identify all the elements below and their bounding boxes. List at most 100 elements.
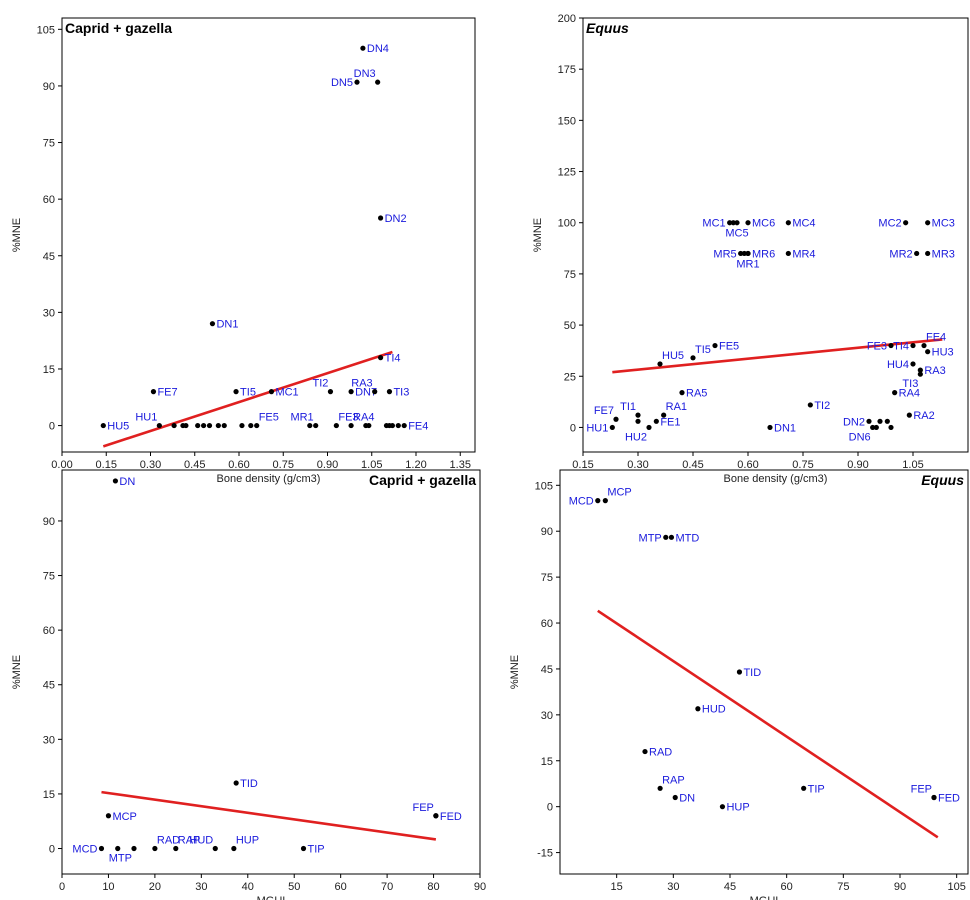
x-axis-label: MGUI: [750, 895, 779, 900]
point-label: DN7: [355, 387, 377, 399]
data-point: [801, 785, 807, 791]
y-tick-label: 15: [541, 756, 553, 768]
point-label: FEP: [412, 802, 433, 814]
x-axis-label: Bone density (g/cm3): [217, 473, 321, 485]
data-point: [354, 79, 360, 85]
data-point: [215, 422, 221, 429]
data-point: [736, 669, 743, 675]
data-point: [98, 845, 105, 852]
data-point: [925, 250, 931, 257]
y-tick-label: 60: [43, 625, 55, 637]
data-point: [401, 422, 407, 429]
x-tick-label: 70: [381, 881, 393, 893]
data-point: [672, 794, 678, 801]
data-point: [884, 418, 890, 424]
data-point: [372, 389, 378, 395]
x-tick-label: 90: [894, 881, 906, 893]
data-point: [300, 845, 307, 852]
point-label: TI2: [313, 378, 329, 390]
point-label: HUP: [236, 835, 259, 847]
x-tick-label: 105: [947, 881, 965, 893]
data-point: [745, 220, 751, 226]
data-point: [695, 706, 701, 712]
point-label: DN2: [385, 213, 407, 225]
x-tick-label: 30: [195, 881, 207, 893]
data-point: [378, 215, 384, 221]
x-tick-label: 0.00: [51, 459, 72, 471]
data-point: [389, 422, 395, 429]
trend-line: [612, 338, 943, 374]
x-tick-label: 0.15: [572, 459, 593, 471]
y-tick-label: 60: [43, 194, 55, 206]
data-point: [917, 371, 923, 377]
x-tick-label: 0.90: [847, 459, 868, 471]
y-tick-label: 90: [541, 526, 553, 538]
data-point: [910, 361, 916, 367]
x-tick-label: 0.75: [792, 459, 813, 471]
data-point: [233, 780, 239, 786]
data-point: [613, 416, 619, 422]
point-label: TI2: [814, 400, 830, 412]
y-tick-label: 75: [43, 571, 55, 583]
point-label: TI4: [893, 341, 909, 353]
data-point: [131, 845, 137, 852]
x-tick-label: 75: [837, 881, 849, 893]
y-axis-label: %MNE: [11, 655, 23, 689]
point-label: TI5: [695, 344, 711, 356]
data-point: [653, 418, 659, 424]
point-label: MTD: [675, 532, 699, 544]
data-point: [231, 845, 237, 852]
point-label: MC1: [702, 218, 725, 230]
y-tick-label: 0: [49, 844, 55, 856]
x-tick-label: 45: [724, 881, 736, 893]
point-label: TIP: [808, 783, 825, 795]
point-label: HUD: [702, 704, 726, 716]
y-axis-label: %MNE: [11, 218, 23, 252]
x-tick-label: 1.35: [450, 459, 471, 471]
y-tick-label: 45: [43, 251, 55, 263]
point-label: FED: [938, 792, 960, 804]
data-point: [807, 402, 813, 408]
point-label: DN2: [843, 416, 865, 428]
y-tick-label: -15: [537, 848, 553, 860]
point-label: RAD: [649, 747, 672, 759]
data-point: [635, 412, 641, 418]
data-point: [378, 355, 384, 361]
data-point: [870, 424, 876, 431]
point-label: MR5: [713, 248, 736, 260]
x-tick-label: 20: [149, 881, 161, 893]
data-point: [173, 845, 179, 852]
data-point: [433, 813, 439, 819]
point-label: MCD: [72, 844, 97, 856]
point-label: DN6: [849, 431, 871, 443]
data-point: [866, 418, 872, 424]
point-label: MCP: [607, 487, 631, 499]
data-point: [917, 367, 923, 373]
data-point: [209, 321, 216, 327]
point-label: HU4: [887, 359, 909, 371]
y-tick-label: 15: [43, 789, 55, 801]
chart-panel-3: 0 10 20 30 40 50 60 70 80 90 0 15 30 45 60 75 90 MGUI %MNE…: [11, 469, 486, 900]
x-tick-label: 15: [611, 881, 623, 893]
point-label: MR1: [290, 412, 313, 424]
point-label: FE1: [660, 416, 680, 428]
y-tick-label: 75: [541, 572, 553, 584]
data-point: [206, 422, 213, 429]
x-tick-label: 0.45: [682, 459, 703, 471]
point-label: MC4: [792, 218, 815, 230]
point-label: RAP: [178, 835, 201, 847]
point-label: FE7: [157, 387, 177, 399]
data-point: [663, 534, 669, 540]
data-point: [395, 422, 401, 429]
y-axis-label: %MNE: [509, 655, 521, 689]
point-label: DN1: [216, 319, 238, 331]
y-tick-label: 105: [535, 480, 553, 492]
trend-line: [101, 790, 437, 841]
data-point: [150, 389, 157, 395]
chart-panel-4: 15 30 45 60 75 90 105 -15 0 15 30 45 60 75 90 105 MGUI %M…: [509, 469, 969, 900]
data-point: [375, 79, 381, 85]
x-tick-label: 0.75: [273, 459, 294, 471]
point-label: HU5: [107, 421, 129, 433]
data-point: [712, 342, 718, 349]
